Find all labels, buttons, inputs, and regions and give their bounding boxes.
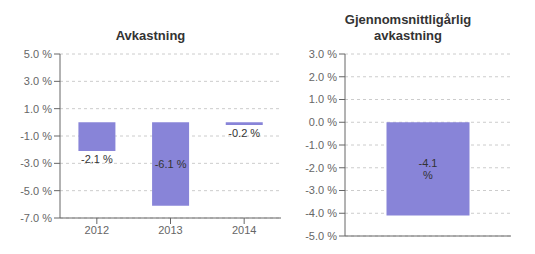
svg-text:-6.1 %: -6.1 % <box>155 158 187 170</box>
svg-text:-5.0 %: -5.0 % <box>305 230 337 242</box>
svg-text:-1.0 %: -1.0 % <box>305 139 337 151</box>
svg-text:-3.0 %: -3.0 % <box>305 184 337 196</box>
svg-text:-7.0 %: -7.0 % <box>20 212 52 224</box>
svg-text:-3.0 %: -3.0 % <box>20 157 52 169</box>
svg-text:1.0 %: 1.0 % <box>24 103 52 115</box>
svg-text:3.0 %: 3.0 % <box>309 48 337 60</box>
html-text:avkastning: avkastning <box>374 28 442 43</box>
html-text:Gjennomsnittligårlig: Gjennomsnittligårlig <box>344 12 472 27</box>
svg-text:-0.2 %: -0.2 % <box>228 127 260 139</box>
svg-text:-1.0 %: -1.0 % <box>20 130 52 142</box>
svg-text:2014: 2014 <box>232 224 256 236</box>
svg-text:2012: 2012 <box>85 224 109 236</box>
svg-text:-5.0 %: -5.0 % <box>20 185 52 197</box>
svg-text:-2.0 %: -2.0 % <box>305 162 337 174</box>
svg-text:0.0 %: 0.0 % <box>309 116 337 128</box>
svg-text:5.0 %: 5.0 % <box>24 48 52 60</box>
svg-text:2013: 2013 <box>158 224 182 236</box>
html-text:Avkastning: Avkastning <box>115 28 186 43</box>
svg-text:-2.1 %: -2.1 % <box>81 153 113 165</box>
svg-text:-4.0 %: -4.0 % <box>305 207 337 219</box>
svg-text:-4.1%: -4.1% <box>419 157 438 181</box>
svg-text:2.0 %: 2.0 % <box>309 71 337 83</box>
svg-text:3.0 %: 3.0 % <box>24 75 52 87</box>
svg-text:1.0 %: 1.0 % <box>309 93 337 105</box>
